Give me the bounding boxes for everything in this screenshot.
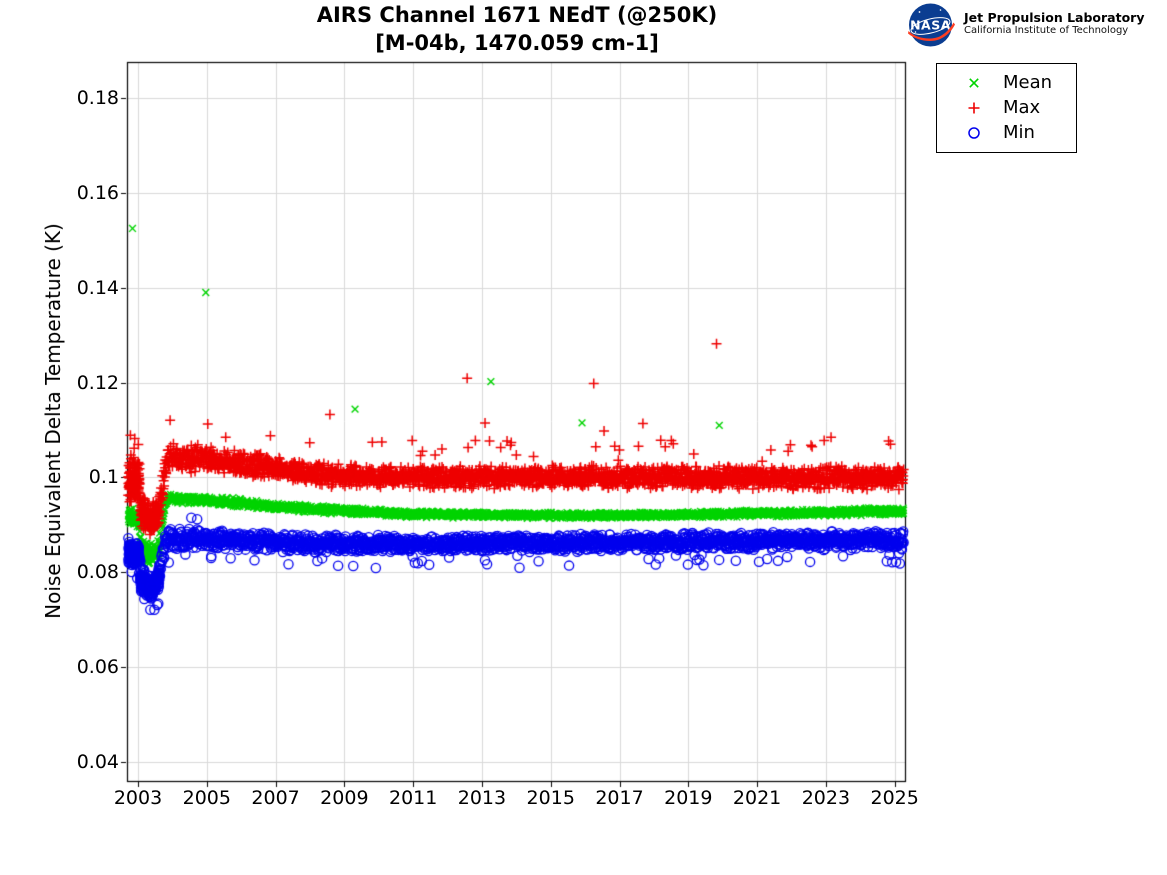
y-tick-label: 0.04	[76, 751, 119, 774]
jpl-name: Jet Propulsion Laboratory	[964, 10, 1145, 25]
mean-marker-icon	[969, 77, 979, 88]
max-marker-icon	[968, 102, 980, 113]
legend-label-mean: Mean	[1003, 72, 1053, 93]
legend-box: Mean Max Min	[936, 63, 1077, 153]
x-tick-label: 2007	[251, 787, 300, 809]
legend-entry-min: Min	[937, 120, 1076, 145]
y-tick-label: 0.08	[76, 561, 119, 584]
y-tick-label: 0.1	[88, 466, 119, 489]
legend-label-min: Min	[1003, 122, 1035, 143]
x-tick-label: 2011	[388, 787, 438, 809]
y-tick-label: 0.14	[76, 276, 119, 299]
chart-title: AIRS Channel 1671 NEdT (@250K)	[316, 3, 718, 27]
x-tick-label: 2021	[732, 787, 782, 809]
x-tick-label: 2017	[595, 787, 644, 809]
y-tick-label: 0.12	[76, 371, 119, 394]
x-tick-label: 2003	[113, 787, 163, 809]
y-tick-label: 0.18	[76, 87, 119, 110]
x-tick-label: 2009	[320, 787, 369, 809]
jpl-brand: NASA Jet Propulsion Laboratory Californi…	[907, 2, 1144, 50]
y-tick-label: 0.16	[76, 181, 119, 204]
nasa-logo-icon: NASA	[908, 3, 955, 47]
caltech-name: California Institute of Technology	[964, 25, 1129, 36]
legend-entry-mean: Mean	[937, 70, 1076, 95]
y-tick-label: 0.06	[76, 656, 119, 679]
x-tick-label: 2023	[801, 787, 851, 809]
x-tick-label: 2013	[457, 787, 507, 809]
x-tick-label: 2015	[526, 787, 575, 809]
x-tick-label: 2025	[870, 787, 919, 809]
nasa-logo-text: NASA	[910, 18, 951, 33]
legend-entry-max: Max	[937, 95, 1076, 120]
min-marker-icon	[968, 126, 980, 139]
legend-label-max: Max	[1003, 97, 1041, 118]
chart-subtitle: [M-04b, 1470.059 cm-1]	[375, 31, 659, 55]
x-tick-label: 2019	[664, 787, 713, 809]
x-tick-label: 2005	[182, 787, 231, 809]
